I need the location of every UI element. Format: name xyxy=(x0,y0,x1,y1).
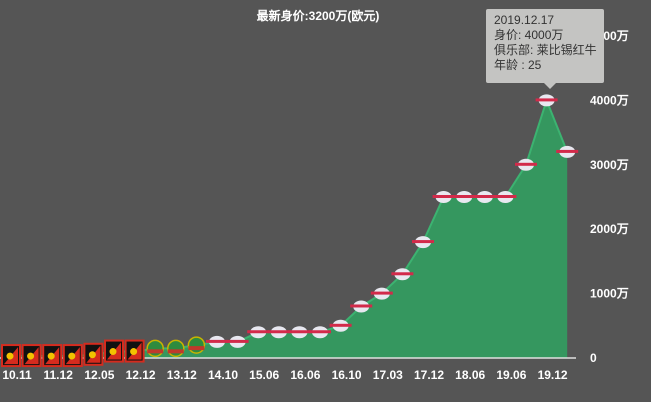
tooltip-date: 2019.12.17 xyxy=(494,13,555,27)
redbull-badge-icon xyxy=(412,236,434,249)
area-fill xyxy=(11,100,568,359)
admira-badge-icon xyxy=(124,339,145,363)
tooltip-club: 俱乐部: 莱比锡红牛 xyxy=(494,43,597,57)
y-tick-label: 2000万 xyxy=(590,222,629,236)
redbull-badge-icon xyxy=(329,319,352,332)
x-tick-label: 14.10 xyxy=(208,368,238,382)
redbull-badge-icon xyxy=(247,326,270,339)
admira-badge-icon xyxy=(83,342,104,366)
x-tick-label: 19.06 xyxy=(496,368,526,382)
redbull-badge-icon xyxy=(556,145,579,158)
rapid-badge-icon xyxy=(167,339,185,358)
y-tick-label: 1000万 xyxy=(590,287,629,301)
redbull-badge-icon xyxy=(432,191,455,203)
redbull-badge-icon xyxy=(206,335,228,348)
redbull-badge-icon xyxy=(226,335,249,348)
x-tick-label: 10.11 xyxy=(2,368,32,382)
x-tick-label: 19.12 xyxy=(538,368,568,382)
rapid-badge-icon xyxy=(187,336,206,354)
x-tick-label: 11.12 xyxy=(44,368,74,382)
rapid-badge-icon xyxy=(146,339,164,358)
redbull-badge-icon xyxy=(309,326,331,339)
admira-badge-icon xyxy=(42,344,63,368)
data-tooltip: 2019.12.17 身价: 4000万 俱乐部: 莱比锡红牛 年龄 : 25 xyxy=(486,9,604,89)
chart-title: 最新身价:3200万(欧元) xyxy=(256,9,380,23)
tooltip-age: 年龄 : 25 xyxy=(494,58,542,72)
x-tick-label: 13.12 xyxy=(167,368,197,382)
admira-badge-icon xyxy=(104,339,124,363)
admira-badge-icon xyxy=(21,344,42,368)
redbull-badge-icon xyxy=(370,287,393,300)
redbull-badge-icon xyxy=(473,191,496,203)
admira-badge-icon xyxy=(1,344,21,368)
x-tick-label: 17.12 xyxy=(414,368,444,382)
x-tick-label: 16.10 xyxy=(332,368,362,382)
x-tick-label: 12.05 xyxy=(84,368,114,382)
redbull-badge-icon xyxy=(350,300,373,313)
redbull-badge-icon xyxy=(535,94,558,107)
redbull-badge-icon xyxy=(391,268,414,281)
x-tick-label: 18.06 xyxy=(455,368,485,382)
redbull-badge-icon xyxy=(515,158,537,171)
redbull-badge-icon xyxy=(453,191,476,203)
x-tick-label: 17.03 xyxy=(373,368,403,382)
redbull-badge-icon xyxy=(494,191,517,203)
redbull-badge-icon xyxy=(288,326,311,339)
y-tick-label: 3000万 xyxy=(590,158,629,172)
y-tick-label: 0 xyxy=(590,351,597,365)
admira-badge-icon xyxy=(62,344,83,368)
redbull-badge-icon xyxy=(267,326,290,339)
x-tick-label: 15.06 xyxy=(249,368,279,382)
x-tick-label: 16.06 xyxy=(290,368,320,382)
y-tick-label: 4000万 xyxy=(590,93,629,107)
x-tick-label: 12.12 xyxy=(126,368,156,382)
tooltip-value: 身价: 4000万 xyxy=(494,28,564,42)
